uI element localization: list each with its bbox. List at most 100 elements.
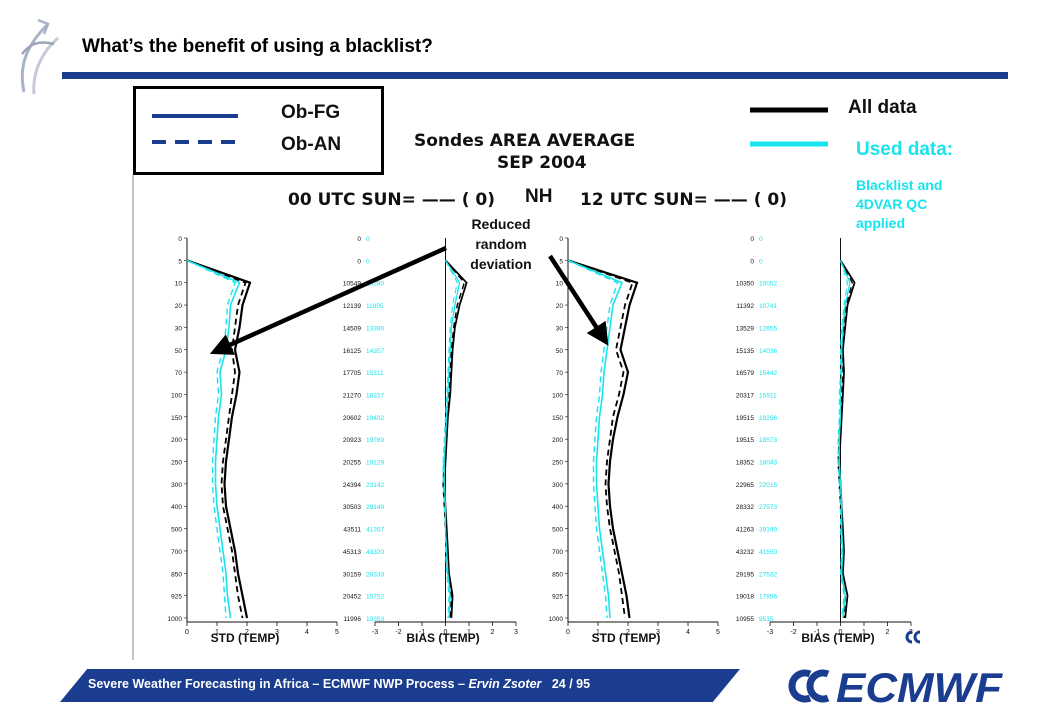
count-used-label: 18573 [759,437,777,444]
count-used-label: 39199 [759,527,777,534]
level-tick-label: 400 [552,504,563,511]
chart-area: 0510203050701001502002503004005007008509… [132,175,921,660]
std-x-tick-label: 1 [215,629,219,636]
count-used-label: 27573 [759,504,777,511]
count-used-label: 41357 [366,527,384,534]
level-tick-label: 200 [552,437,563,444]
bias-x-tick-label: 2 [886,629,890,636]
count-all-label: 0 [357,236,361,243]
count-all-label: 10549 [343,281,361,288]
count-all-label: 19018 [736,594,754,601]
count-all-label: 11392 [736,303,754,310]
std-series-line [567,259,639,619]
footer-description: Severe Weather Forecasting in Africa – E… [88,677,469,691]
std-series-line [186,259,247,619]
count-all-label: 16579 [736,370,754,377]
count-used-label: 10353 [366,616,384,623]
bias-x-label: BIAS (TEMP) [801,631,874,645]
bias-x-tick-label: 1 [467,629,471,636]
level-tick-label: 100 [171,392,182,399]
std-x-tick-label: 3 [275,629,279,636]
level-tick-label: 400 [171,504,182,511]
level-tick-label: 850 [171,571,182,578]
count-used-label: 0 [366,236,370,243]
count-all-label: 22965 [736,482,754,489]
bias-x-tick-label: -2 [790,629,796,636]
count-used-label: 19402 [366,415,384,422]
count-used-label: 0 [759,258,763,265]
count-all-label: 20452 [343,594,361,601]
chart-title: Sondes AREA AVERAGE [414,131,636,151]
level-tick-label: 20 [175,303,183,310]
line-style-legend [133,86,384,175]
count-all-label: 24394 [343,482,361,489]
count-used-label: 41550 [759,549,777,556]
level-tick-label: 70 [556,370,564,377]
level-tick-label: 300 [171,482,182,489]
count-used-label: 15752 [366,594,384,601]
bias-series-line [443,260,461,619]
bias-x-tick-label: -3 [767,629,773,636]
count-used-label: 28333 [366,571,384,578]
std-x-tick-label: 2 [626,629,630,636]
level-tick-label: 70 [175,370,183,377]
std-x-tick-label: 4 [686,629,690,636]
level-tick-label: 10 [556,281,564,288]
count-all-label: 45313 [343,549,361,556]
count-used-label: 10280 [366,281,384,288]
count-used-label: 19129 [366,460,384,467]
count-all-label: 14509 [343,325,361,332]
count-all-label: 43232 [736,549,754,556]
count-all-label: 21270 [343,392,361,399]
count-used-label: 23142 [366,482,384,489]
count-used-label: 19769 [366,437,384,444]
count-used-label: 0 [366,258,370,265]
count-used-label: 29149 [366,504,384,511]
level-tick-label: 30 [175,325,183,332]
logo-text: ECMWF [836,664,1003,708]
bias-x-tick-label: -1 [814,629,820,636]
count-used-label: 14036 [759,348,777,355]
bias-x-tick-label: -3 [372,629,378,636]
count-all-label: 13529 [736,325,754,332]
corner-swirl-icon [20,18,59,95]
count-all-label: 0 [750,236,754,243]
level-tick-label: 0 [559,236,563,243]
std-series-line [567,259,624,619]
count-used-label: 15311 [366,370,384,377]
count-all-label: 30159 [343,571,361,578]
footer-text: Severe Weather Forecasting in Africa – E… [88,677,590,691]
legend-obfg-label: Ob-FG [281,102,341,123]
bias-x-tick-label: 3 [514,629,518,636]
bias-x-tick-label: -1 [419,629,425,636]
std-series-line [186,259,252,619]
count-used-label: 43320 [366,549,384,556]
title-rule [62,72,1008,79]
level-tick-label: 0 [178,236,182,243]
std-x-tick-label: 4 [305,629,309,636]
legend-used-data-note: Blacklist and 4DVAR QC applied [856,177,943,231]
count-all-label: 10955 [736,616,754,623]
annotation-arrow-right [548,254,609,346]
std-series-line [567,259,634,619]
count-used-label: 10052 [759,281,777,288]
level-tick-label: 30 [556,325,564,332]
bias-series-line [443,259,468,619]
legend-all-data-label: All data [848,97,917,118]
count-all-label: 20255 [343,460,361,467]
legend-line-samples [152,114,238,144]
count-used-label: 0 [759,236,763,243]
logo-swirl-right [806,669,830,703]
annotation-reduced-random-deviation: Reduced random deviation [470,216,532,272]
level-tick-label: 10 [175,281,183,288]
std-x-tick-label: 0 [185,629,189,636]
count-all-label: 19515 [736,437,754,444]
count-all-label: 28332 [736,504,754,511]
count-all-label: 12139 [343,303,361,310]
annotation-arrow-left [209,245,447,355]
count-used-label: 22015 [759,482,777,489]
count-all-label: 41263 [736,527,754,534]
ecmwf-logo: ECMWF [788,664,1003,708]
level-tick-label: 500 [171,527,182,534]
std-x-tick-label: 5 [335,629,339,636]
